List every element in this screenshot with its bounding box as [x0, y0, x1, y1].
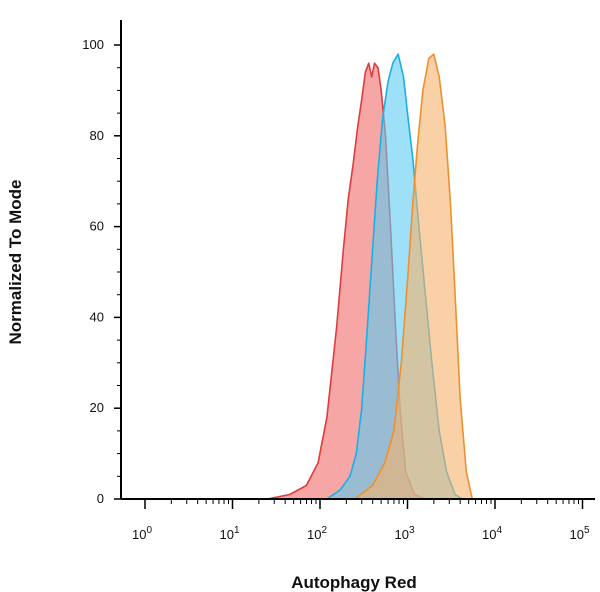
x-tick-label: 105: [569, 525, 589, 542]
y-tick-label: 60: [90, 219, 104, 234]
y-tick-label: 20: [90, 400, 104, 415]
series-area-3: [354, 53, 474, 500]
y-tick-label: 0: [97, 491, 104, 506]
y-axis-title: Normalized To Mode: [6, 180, 25, 345]
x-tick-label: 103: [394, 525, 414, 542]
y-tick-label: 80: [90, 128, 104, 143]
x-tick-label: 100: [132, 525, 152, 542]
x-tick-label: 104: [482, 525, 502, 542]
series-fills: [266, 53, 474, 500]
x-tick-label: 102: [307, 525, 327, 542]
x-axis-title: Autophagy Red: [291, 573, 417, 592]
y-tick-label: 100: [82, 37, 104, 52]
y-tick-label: 40: [90, 309, 104, 324]
x-tick-label: 101: [219, 525, 239, 542]
axes: 0 20 40 60 80 100 100 101 102 103 104 105: [82, 20, 595, 542]
